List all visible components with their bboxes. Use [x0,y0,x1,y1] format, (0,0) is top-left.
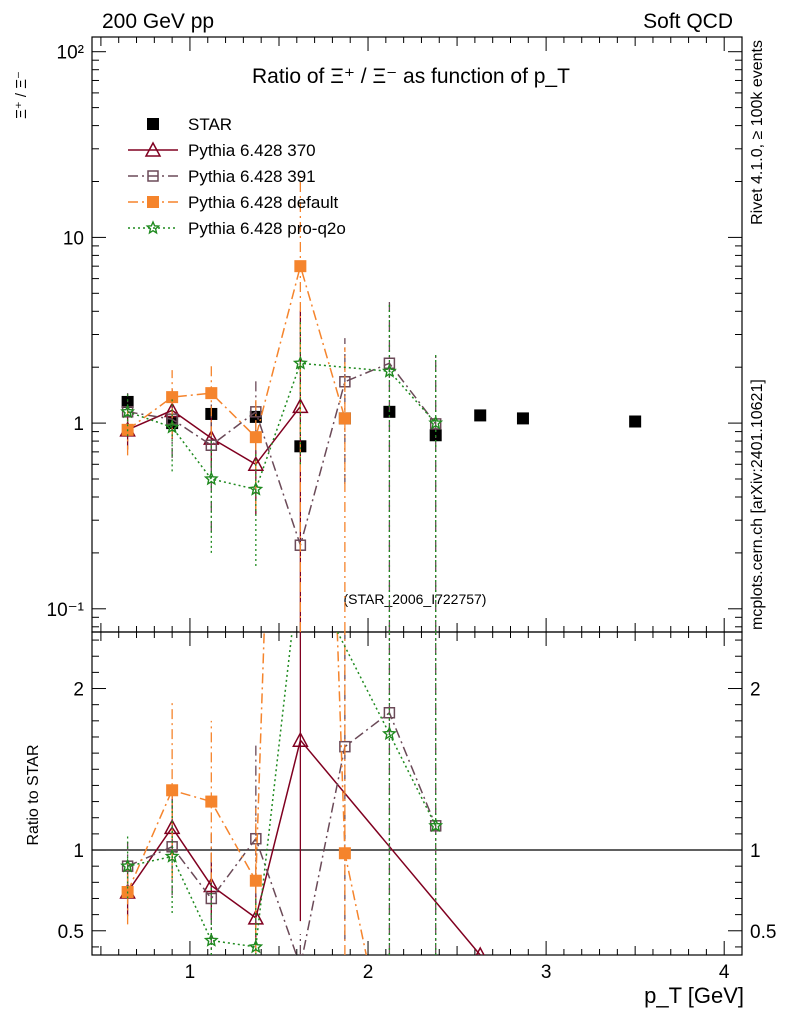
main-point [120,403,135,419]
legend-entry-pythia-6-428-pro-q2o: Pythia 6.428 pro-q2o [128,219,346,238]
ratio-y-axis-label: Ratio to STAR [25,744,42,845]
main-point [166,391,179,404]
ratio-point [164,848,180,863]
ratio-point [203,876,220,893]
ratio-axes: 1 2 3 4 0.5 0.5 1 1 2 2 [58,632,776,983]
legend-entry-pythia-6-428-370: Pythia 6.428 370 [128,141,316,160]
ratio-line-pythia-6-428-391 [127,711,437,955]
ratio-line-pythia-6-428-pro-q2o [127,632,437,948]
main-y-axis-label: Ξ⁺ / Ξ⁻ [13,71,30,119]
y-tick-label: 10 [63,228,84,249]
ratio-point [338,847,351,860]
y-tick-label: 1 [73,414,84,435]
main-point [248,481,264,496]
ratio-line-pythia-6-428-370 [126,738,481,955]
ratio-point [428,817,444,833]
legend-label: Pythia 6.428 pro-q2o [188,219,346,238]
main-point [164,419,180,434]
legend-entry-pythia-6-428-391: Pythia 6.428 391 [128,167,316,186]
main-point [203,471,219,486]
x-tick-label: 3 [541,962,552,983]
main-point [294,260,307,273]
main-point [516,412,529,425]
ratio-series-pythia-6-428-pro-q2o [120,632,444,955]
ratio-plot-frame [91,631,743,956]
main-point [205,439,218,451]
ratio-point [381,725,397,741]
ratio-y-tick-label-right: 1 [750,841,761,862]
main-point [383,357,396,370]
main-series-pythia-6-428-pro-q2o [120,303,444,632]
legend-marker [147,118,159,130]
ratio-point [166,784,179,797]
x-tick-label: 1 [185,962,196,983]
ratio-point [248,939,264,954]
ratio-y-tick-label-right: 0.5 [750,922,776,943]
ratio-point [120,858,136,873]
legend-entry-pythia-6-428-default: Pythia 6.428 default [128,193,339,212]
ratio-y-tick-label-right: 2 [750,680,761,701]
main-point [292,355,308,370]
mcplots-site-label: mcplots.cern.ch [arXiv:2401.10621] [749,379,766,630]
main-chart-title: Ratio of Ξ⁺ / Ξ⁻ as function of p_T [252,65,570,88]
ratio-point [475,946,485,955]
main-point [205,387,218,400]
main-point [381,363,397,378]
x-axis-label: p_T [GeV] [644,983,744,1008]
legend-marker [147,170,159,182]
ratio-point [203,932,219,947]
legend-marker [147,196,159,208]
main-line-pythia-6-428-default [127,263,346,439]
main-point [474,409,487,422]
legend-label: Pythia 6.428 391 [188,167,316,186]
header-left: 200 GeV pp [102,10,214,33]
legend-entry-star: STAR [147,115,232,134]
ratio-point [249,874,262,887]
ratio-y-tick-label: 1 [73,841,84,862]
ratio-y-tick-label: 2 [73,680,84,701]
main-point [629,415,642,428]
legend: STAR Pythia 6.428 370 Pythia 6.428 391 Pyth… [128,115,346,238]
main-axes: 10⁻¹ 1 10 10² [47,37,742,632]
rivet-version-label: Rivet 4.1.0, ≥ 100k events [749,40,766,225]
ratio-y-tick-label: 0.5 [58,922,84,943]
legend-marker [145,220,161,235]
legend-label: STAR [188,115,232,134]
ratio-point [383,707,396,719]
main-series-group [119,173,642,632]
y-tick-label: 10⁻¹ [47,600,85,621]
main-line-pythia-6-428-370 [127,405,301,466]
x-tick-label: 2 [363,962,374,983]
ratio-point [205,795,218,808]
legend-label: Pythia 6.428 default [188,193,339,212]
legend-label: Pythia 6.428 370 [188,141,316,160]
main-point [249,431,262,444]
main-series-star [121,395,642,453]
main-series-pythia-6-428-default [121,173,351,632]
legend-marker [144,141,162,157]
analysis-id-label: (STAR_2006_I722757) [344,591,487,607]
main-line-pythia-6-428-pro-q2o [127,362,437,491]
main-point [428,415,444,430]
ratio-point [292,731,309,747]
x-tick-label: 4 [719,962,730,983]
y-tick-label: 10² [57,43,84,64]
main-chart-title-text: Ratio of Ξ⁺ / Ξ⁻ as function of p_T [252,65,570,88]
main-series-pythia-6-428-391 [121,298,442,632]
main-point [338,412,351,425]
header-right: Soft QCD [643,10,733,33]
ratio-series-group [119,632,485,955]
main-point [429,418,442,430]
